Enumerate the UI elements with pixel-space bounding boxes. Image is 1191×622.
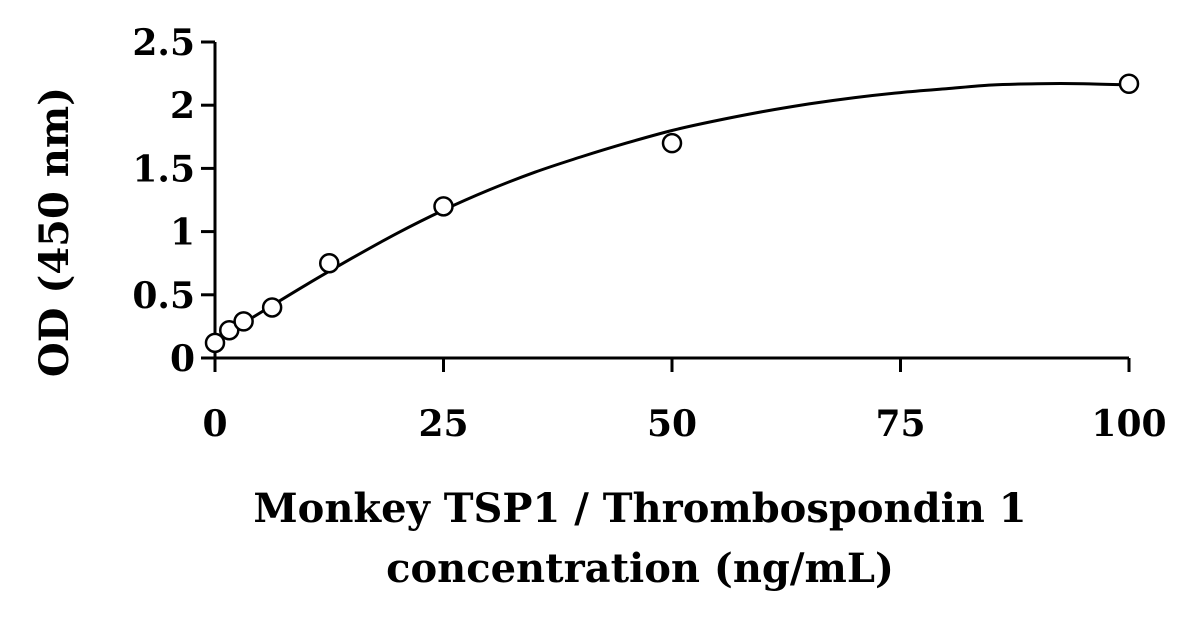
x-tick-label: 25 bbox=[418, 403, 468, 445]
data-point bbox=[219, 319, 240, 341]
y-tick-label: 0 bbox=[170, 338, 195, 380]
x-tick-label: 75 bbox=[875, 403, 925, 445]
x-tick-label: 100 bbox=[1091, 403, 1166, 445]
x-axis-title-line-1: Monkey TSP1 / Thrombospondin 1 bbox=[253, 485, 1026, 532]
x-tick-label: 0 bbox=[202, 403, 227, 445]
y-axis: 0 0.5 1 1.5 2 2.5 bbox=[132, 22, 217, 380]
data-point bbox=[433, 196, 454, 217]
y-tick-label: 1 bbox=[170, 212, 195, 254]
y-tick-label: 0.5 bbox=[132, 275, 195, 317]
x-tick-label: 50 bbox=[647, 403, 697, 445]
data-point bbox=[319, 252, 340, 274]
y-tick-label: 2.5 bbox=[132, 22, 195, 64]
y-tick-label: 1.5 bbox=[132, 148, 195, 190]
data-points-layer bbox=[204, 73, 1140, 354]
data-point bbox=[1118, 73, 1140, 94]
data-point bbox=[204, 332, 226, 354]
fit-curve-line bbox=[214, 82, 1130, 342]
fit-curve-layer bbox=[214, 82, 1130, 342]
data-point bbox=[261, 297, 283, 318]
y-axis-title: OD (450 nm) bbox=[31, 87, 78, 377]
x-axis: 0 25 50 75 100 bbox=[202, 356, 1167, 445]
y-tick-label: 2 bbox=[170, 85, 195, 127]
data-point bbox=[233, 311, 254, 332]
data-point bbox=[661, 132, 683, 154]
x-axis-title-line-2: concentration (ng/mL) bbox=[386, 545, 894, 592]
